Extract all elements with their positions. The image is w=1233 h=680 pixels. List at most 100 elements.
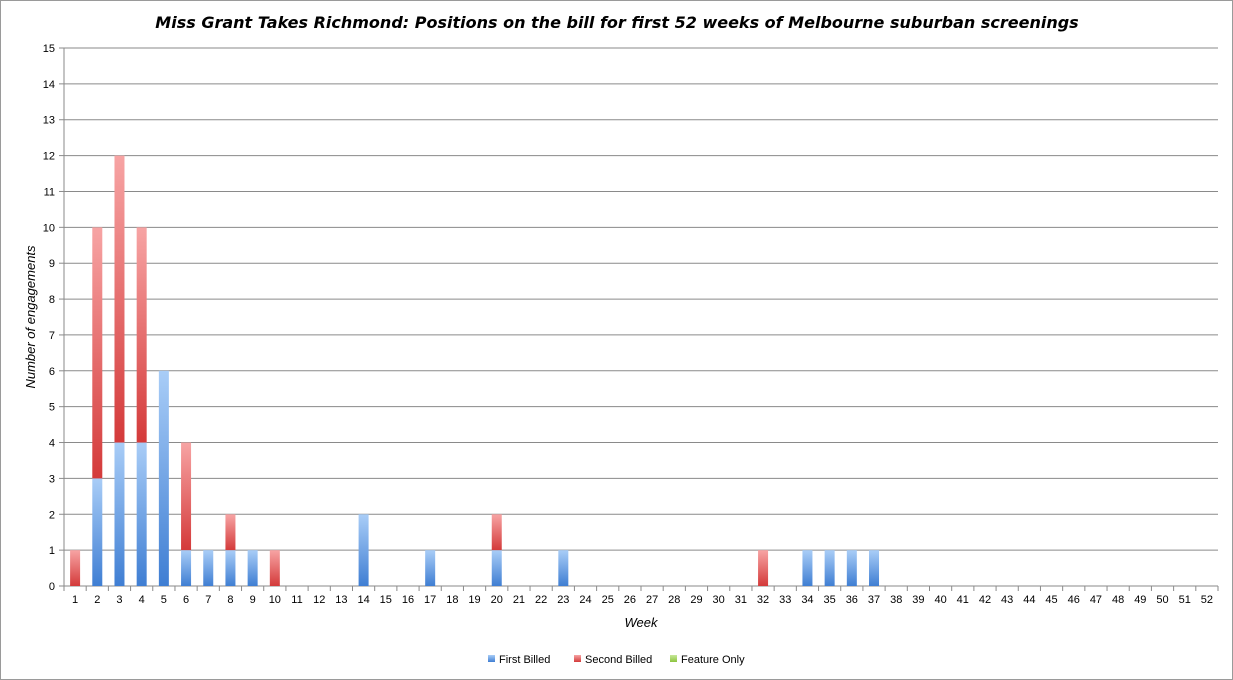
x-tick-label: 18 xyxy=(446,594,458,606)
bar-first-billed xyxy=(247,550,258,586)
gridlines xyxy=(64,47,1218,587)
x-tick-label: 4 xyxy=(139,594,145,606)
y-tick-label: 14 xyxy=(43,79,55,91)
x-tick-label: 9 xyxy=(250,594,256,606)
x-tick-label: 1 xyxy=(72,594,78,606)
x-tick-label: 39 xyxy=(912,594,924,606)
y-tick-label: 2 xyxy=(49,509,55,521)
bar-second-billed xyxy=(70,550,81,586)
bars xyxy=(70,155,880,586)
x-tick-label: 46 xyxy=(1068,594,1080,606)
y-tick-label: 0 xyxy=(49,581,55,593)
x-tick-label: 25 xyxy=(602,594,614,606)
bar-second-billed xyxy=(269,550,280,586)
x-tick-label: 14 xyxy=(357,594,369,606)
y-tick-label: 6 xyxy=(49,366,55,378)
x-tick-label: 20 xyxy=(491,594,503,606)
legend-swatch xyxy=(488,655,495,662)
bar-first-billed xyxy=(358,514,369,586)
x-tick-label: 11 xyxy=(291,594,302,606)
x-tick-label: 38 xyxy=(890,594,902,606)
x-tick-label: 2 xyxy=(94,594,100,606)
x-tick-label: 27 xyxy=(646,594,658,606)
legend-swatch xyxy=(574,655,581,662)
x-tick-label: 5 xyxy=(161,594,167,606)
x-tick-label: 50 xyxy=(1156,594,1168,606)
y-tick-label: 3 xyxy=(49,473,55,485)
x-tick-label: 42 xyxy=(979,594,991,606)
x-tick-label: 15 xyxy=(380,594,392,606)
bar-first-billed xyxy=(225,550,236,586)
y-tick-label: 10 xyxy=(43,222,55,234)
y-tick-label: 15 xyxy=(43,43,55,55)
x-axis-ticks: 1 2 3 4 5 6 7 8 9 10 11 12 13 14 15 16 17 18 19 20 21 22 23 24 2… xyxy=(63,586,1219,606)
bar-first-billed xyxy=(869,550,880,586)
bar-second-billed xyxy=(225,514,236,551)
y-tick-label: 4 xyxy=(49,438,55,450)
x-tick-label: 51 xyxy=(1179,594,1191,606)
legend-label: Feature Only xyxy=(681,654,745,666)
x-tick-label: 45 xyxy=(1045,594,1057,606)
x-tick-label: 32 xyxy=(757,594,769,606)
x-tick-label: 17 xyxy=(424,594,436,606)
x-tick-label: 41 xyxy=(957,594,969,606)
x-tick-label: 40 xyxy=(934,594,946,606)
x-tick-label: 21 xyxy=(513,594,525,606)
x-tick-label: 37 xyxy=(868,594,880,606)
bar-second-billed xyxy=(491,514,502,551)
x-tick-label: 6 xyxy=(183,594,189,606)
bar-second-billed xyxy=(92,227,103,479)
bar-first-billed xyxy=(114,442,125,586)
bar-second-billed xyxy=(181,442,192,551)
x-axis-title: Week xyxy=(625,615,659,630)
bar-first-billed xyxy=(846,550,857,586)
y-tick-label: 8 xyxy=(49,294,55,306)
x-tick-label: 7 xyxy=(205,594,211,606)
legend-label: Second Billed xyxy=(585,654,652,666)
x-tick-label: 22 xyxy=(535,594,547,606)
x-tick-label: 48 xyxy=(1112,594,1124,606)
x-tick-label: 13 xyxy=(335,594,347,606)
x-tick-label: 24 xyxy=(579,594,591,606)
y-tick-label: 1 xyxy=(49,545,55,557)
x-tick-label: 34 xyxy=(801,594,813,606)
x-tick-label: 12 xyxy=(313,594,325,606)
bar-second-billed xyxy=(114,155,125,443)
bar-first-billed xyxy=(136,442,147,586)
y-tick-label: 5 xyxy=(49,402,55,414)
y-tick-label: 7 xyxy=(49,330,55,342)
y-tick-label: 13 xyxy=(43,115,55,127)
legend-label: First Billed xyxy=(499,654,550,666)
x-tick-label: 52 xyxy=(1201,594,1213,606)
y-tick-label: 12 xyxy=(43,151,55,163)
x-tick-label: 3 xyxy=(116,594,122,606)
x-tick-label: 10 xyxy=(269,594,281,606)
x-tick-label: 16 xyxy=(402,594,414,606)
x-tick-label: 28 xyxy=(668,594,680,606)
x-tick-label: 30 xyxy=(713,594,725,606)
bar-second-billed xyxy=(758,550,769,586)
x-tick-label: 23 xyxy=(557,594,569,606)
x-tick-label: 49 xyxy=(1134,594,1146,606)
bar-first-billed xyxy=(158,370,169,586)
bar-first-billed xyxy=(802,550,813,586)
x-tick-label: 29 xyxy=(690,594,702,606)
x-tick-label: 19 xyxy=(468,594,480,606)
x-tick-label: 26 xyxy=(624,594,636,606)
y-tick-label: 9 xyxy=(49,258,55,270)
x-tick-label: 47 xyxy=(1090,594,1102,606)
legend-swatch xyxy=(670,655,677,662)
x-tick-label: 31 xyxy=(735,594,747,606)
y-axis-title: Number of engagements xyxy=(23,245,38,389)
y-tick-label: 11 xyxy=(44,186,55,198)
x-tick-label: 43 xyxy=(1001,594,1013,606)
bar-first-billed xyxy=(181,550,192,586)
bar-second-billed xyxy=(136,227,147,443)
x-tick-label: 44 xyxy=(1023,594,1035,606)
bar-first-billed xyxy=(425,550,436,586)
bar-first-billed xyxy=(203,550,214,586)
bar-first-billed xyxy=(824,550,835,586)
